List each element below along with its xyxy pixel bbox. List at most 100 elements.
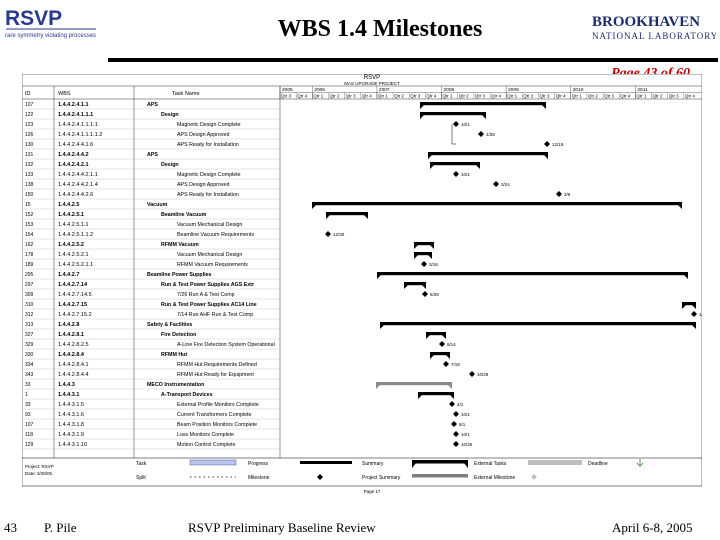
milestone-diamond[interactable] bbox=[453, 171, 459, 177]
row-task[interactable]: Vacuum Mechanical Design bbox=[177, 252, 242, 258]
summary-bar[interactable] bbox=[430, 352, 450, 356]
row-wbs: 1.4.4.2.4.4.2 bbox=[58, 152, 89, 158]
year-header: 2010 bbox=[573, 87, 584, 93]
row-task[interactable]: A-Line Fire Detection System Operational bbox=[177, 342, 275, 348]
row-task[interactable]: RFMM Vacuum Requirements bbox=[177, 262, 248, 268]
legend-summary-swatch bbox=[412, 460, 468, 464]
row-task[interactable]: APS Design Approved bbox=[177, 182, 229, 188]
row-task[interactable]: MECO Instrumentation bbox=[147, 382, 204, 388]
row-task[interactable]: RFMM Hut Requirements Defined bbox=[177, 362, 257, 368]
row-task[interactable]: RFMM Hut bbox=[161, 352, 187, 358]
milestone-diamond[interactable] bbox=[439, 341, 445, 347]
summary-bar[interactable] bbox=[376, 382, 452, 386]
row-task[interactable]: A-Transport Devices bbox=[161, 392, 213, 398]
row-id: 313 bbox=[25, 322, 34, 328]
footer-slide-number: 43 bbox=[4, 520, 17, 535]
row-wbs: 1.4.4.2.7.15 bbox=[58, 302, 87, 308]
quarter-header: Qtr 1 bbox=[313, 94, 323, 99]
row-task[interactable]: APS bbox=[147, 102, 158, 108]
row-task[interactable]: Beamline Power Supplies bbox=[147, 272, 212, 278]
milestone-diamond[interactable] bbox=[469, 371, 475, 377]
row-id: 310 bbox=[25, 302, 34, 308]
row-task[interactable]: External Profile Monitors Complete bbox=[177, 402, 259, 408]
row-task[interactable]: Beam Position Monitors Complete bbox=[177, 422, 257, 428]
quarter-header: Qtr 3 bbox=[475, 94, 485, 99]
row-id: 126 bbox=[25, 132, 34, 138]
summary-bar[interactable] bbox=[312, 202, 682, 206]
milestone-diamond[interactable] bbox=[325, 231, 331, 237]
row-task[interactable]: Beamline Vacuum Requirements bbox=[177, 232, 254, 238]
milestone-diamond[interactable] bbox=[453, 441, 459, 447]
row-task[interactable]: APS Ready for Installation bbox=[177, 142, 239, 148]
slide-title: WBS 1.4 Milestones bbox=[277, 16, 483, 42]
summary-bar[interactable] bbox=[418, 392, 454, 396]
summary-bar[interactable] bbox=[428, 152, 548, 156]
summary-bar[interactable] bbox=[420, 112, 486, 116]
row-wbs: 1.4.4.2.5.1.1.2 bbox=[58, 232, 93, 238]
row-task[interactable]: RFMM Vacuum bbox=[161, 242, 199, 248]
row-task[interactable]: 7/14 Run AHF Run & Test Comp bbox=[177, 312, 253, 318]
row-task[interactable]: Fire Detection bbox=[161, 332, 196, 338]
row-wbs: 1.4.4.2.4.1.1.1.1 bbox=[58, 122, 98, 128]
milestone-diamond[interactable] bbox=[422, 291, 428, 297]
row-task[interactable]: Vacuum Mechanical Design bbox=[177, 222, 242, 228]
row-wbs: 1.4.4.2.5.1.1 bbox=[58, 222, 89, 228]
row-task[interactable]: 7/26 Run A & Test Comp bbox=[177, 292, 235, 298]
summary-bar[interactable] bbox=[430, 162, 480, 166]
row-task[interactable]: APS Ready for Installation bbox=[177, 192, 239, 198]
milestone-diamond[interactable] bbox=[493, 181, 499, 187]
summary-bar[interactable] bbox=[426, 332, 446, 336]
summary-bar[interactable] bbox=[420, 102, 546, 106]
row-task[interactable]: Magnetic Design Complete bbox=[177, 122, 241, 128]
summary-bar[interactable] bbox=[414, 252, 432, 256]
row-task[interactable]: Current Transformers Complete bbox=[177, 412, 252, 418]
row-task[interactable]: Loss Monitors Complete bbox=[177, 432, 234, 438]
milestone-date: 10/29 bbox=[477, 372, 489, 377]
row-task[interactable]: Run & Test Power Supplies AC14 Line bbox=[161, 302, 257, 308]
row-task[interactable]: Design bbox=[161, 162, 179, 168]
summary-bar[interactable] bbox=[414, 242, 434, 246]
row-task[interactable]: Beamline Vacuum bbox=[161, 212, 207, 218]
row-wbs: 1.4.4.2.4.1.1 bbox=[58, 102, 89, 108]
row-task[interactable]: Magnetic Design Complete bbox=[177, 172, 241, 178]
summary-bar[interactable] bbox=[377, 272, 688, 276]
row-task[interactable]: APS bbox=[147, 152, 158, 158]
milestone-diamond[interactable] bbox=[453, 411, 459, 417]
row-wbs: 1.4.4.2.4.1.1.1 bbox=[58, 112, 93, 118]
summary-bar[interactable] bbox=[404, 282, 426, 286]
row-wbs: 1.4.4.2.7.15.2 bbox=[58, 312, 92, 318]
row-id: 154 bbox=[25, 232, 34, 238]
row-task[interactable]: Motion Control Complete bbox=[177, 442, 236, 448]
timeline-grid: 2005 2006 2007 2008 2009 2010 2011 Qtr 3 Qtr 4 Qt… bbox=[22, 85, 702, 458]
summary-bar[interactable] bbox=[380, 322, 696, 326]
row-id: 1 bbox=[25, 392, 28, 398]
milestone-diamond[interactable] bbox=[443, 361, 449, 367]
milestone-diamond[interactable] bbox=[691, 311, 697, 317]
row-wbs: 1.4.4.3.1.6 bbox=[58, 412, 84, 418]
milestone-diamond[interactable] bbox=[556, 191, 562, 197]
summary-bar[interactable] bbox=[682, 302, 696, 306]
row-wbs: 1.4.4.3 bbox=[58, 382, 75, 388]
milestone-diamond[interactable] bbox=[451, 421, 457, 427]
row-task[interactable]: Run & Test Power Supplies AGS Extr bbox=[161, 282, 254, 288]
milestone-diamond[interactable] bbox=[449, 401, 455, 407]
milestone-diamond[interactable] bbox=[453, 121, 459, 127]
row-id: 33 bbox=[25, 382, 31, 388]
row-id: 107 bbox=[25, 422, 34, 428]
milestone-diamond[interactable] bbox=[421, 261, 427, 267]
row-task[interactable]: APS Design Approved bbox=[177, 132, 229, 138]
milestone-diamond[interactable] bbox=[453, 431, 459, 437]
legend-task-swatch bbox=[189, 459, 237, 466]
milestone-diamond[interactable] bbox=[544, 141, 550, 147]
milestone-diamond[interactable] bbox=[478, 131, 484, 137]
summary-bar[interactable] bbox=[326, 212, 368, 216]
legend-deadline-label: Deadline bbox=[588, 461, 608, 467]
row-task[interactable]: RFMM Hut Ready for Equipment bbox=[177, 372, 254, 378]
row-task[interactable]: Safety & Facilities bbox=[147, 322, 192, 328]
row-wbs: 1.4.4.2.5.1 bbox=[58, 212, 84, 218]
row-task[interactable]: Design bbox=[161, 112, 179, 118]
quarter-header: Qtr 3 bbox=[410, 94, 420, 99]
row-task[interactable]: Vacuum bbox=[147, 202, 168, 208]
row-id: 153 bbox=[25, 222, 34, 228]
row-id: 15 bbox=[25, 202, 31, 208]
